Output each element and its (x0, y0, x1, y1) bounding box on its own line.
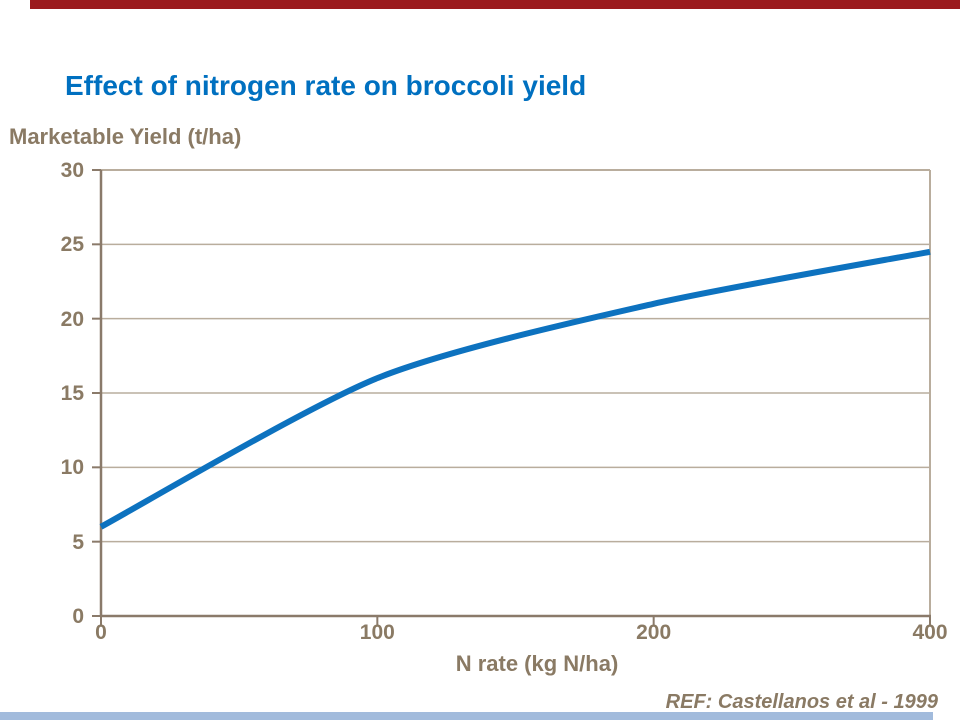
bottom-accent-bar (0, 712, 933, 720)
x-tick-label: 100 (359, 621, 395, 644)
x-tick-label: 400 (912, 621, 948, 644)
y-axis-title: Marketable Yield (t/ha) (9, 124, 242, 149)
reference-note: REF: Castellanos et al - 1999 (665, 691, 938, 713)
x-tick-label: 200 (636, 621, 672, 644)
x-axis-title: N rate (kg N/ha) (455, 651, 619, 676)
y-tick-label: 15 (60, 382, 84, 405)
yield-line-series (99, 248, 931, 530)
chart-title: Effect of nitrogen rate on broccoli yiel… (65, 70, 587, 101)
y-tick-label: 30 (60, 159, 84, 182)
y-tick-label: 5 (72, 530, 84, 554)
y-tick-label: 20 (60, 307, 84, 331)
x-tick-label: 0 (95, 621, 107, 644)
top-accent-bar (30, 0, 960, 9)
y-tick-label: 0 (72, 605, 84, 628)
y-tick-label: 10 (60, 456, 84, 480)
y-tick-label: 25 (60, 233, 84, 257)
